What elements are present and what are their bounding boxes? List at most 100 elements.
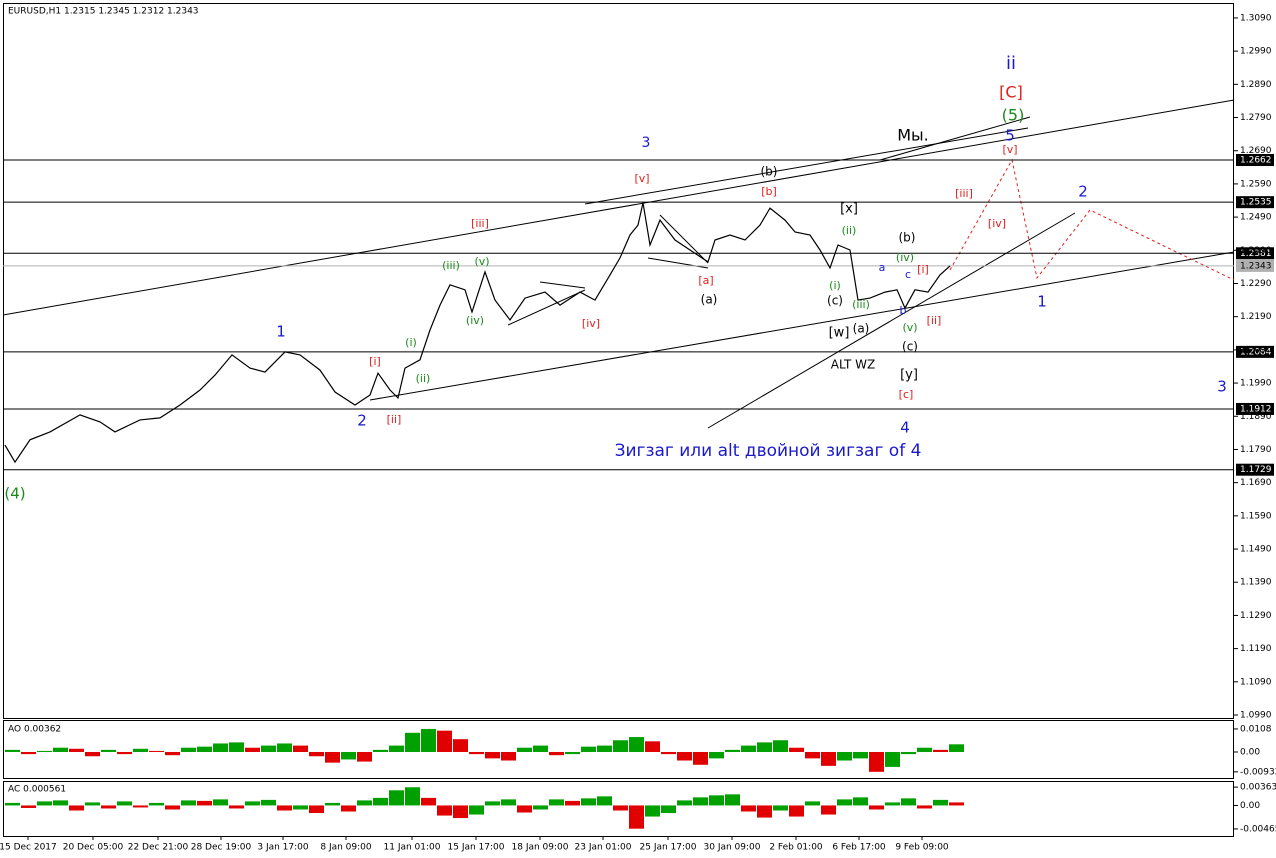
wave-label: (v) [474, 255, 489, 268]
histogram-bar [293, 745, 308, 752]
histogram-bar [421, 728, 436, 752]
histogram-bar [581, 798, 596, 806]
x-tick-label: 11 Jan 01:00 [384, 843, 441, 853]
histogram-bar [789, 747, 804, 752]
histogram-bar [837, 799, 852, 806]
y-tick-label: -0.00465 [1240, 824, 1276, 834]
histogram-bar [693, 751, 708, 765]
y-tick-label: 1.2490 [1240, 213, 1272, 223]
histogram-bar [869, 805, 884, 810]
pane-title: AO 0.00362 [8, 725, 61, 735]
y-tick-label: 1.2790 [1240, 113, 1272, 123]
histogram-bar [181, 747, 196, 752]
level-label-box [1236, 345, 1274, 358]
y-tick-label: 1.1990 [1240, 379, 1272, 389]
histogram-bar [725, 749, 740, 752]
histogram-bar [549, 799, 564, 806]
y-tick-label: 1.2090 [1240, 345, 1272, 355]
level-label-box [1236, 154, 1274, 167]
histogram-bar [357, 800, 372, 806]
histogram-bar [949, 802, 964, 806]
histogram-bar [597, 745, 612, 752]
trend-line [707, 212, 1076, 429]
wave-label: [iv] [988, 217, 1006, 230]
histogram-bar [533, 745, 548, 752]
histogram-bar [757, 805, 772, 818]
wave-label: a [879, 261, 886, 274]
ao-pane [3, 720, 1234, 779]
histogram-bar [501, 799, 516, 806]
y-tick-label: 1.2690 [1240, 146, 1272, 156]
y-tick-label: 1.1390 [1240, 578, 1272, 588]
trend-lines [2, 99, 1235, 429]
histogram-bar [741, 745, 756, 752]
histogram-bar [85, 751, 100, 757]
wave-label: 3 [642, 135, 651, 151]
wave-label: [a] [698, 274, 713, 287]
histogram-bar [853, 797, 868, 806]
y-tick-label: 0.00363 [1240, 783, 1276, 793]
histogram-bar [469, 805, 484, 815]
histogram-bar [293, 805, 308, 810]
wave-label: (i) [405, 336, 417, 349]
wave-label: 1 [1037, 293, 1047, 311]
y-tick-label: 1.1890 [1240, 412, 1272, 422]
wave-label: (iv) [896, 251, 914, 264]
level-label: 1.2662 [1240, 156, 1272, 166]
histogram-bar [133, 805, 148, 808]
histogram-bar [645, 741, 660, 752]
histogram-bar [581, 746, 596, 752]
wave-label: (b) [899, 231, 916, 245]
level-label-box [1236, 402, 1274, 415]
wave-label: [C] [999, 83, 1023, 102]
histogram-bar [261, 745, 276, 752]
y-tick-label: 0.00 [1240, 801, 1260, 811]
level-label: 1.2535 [1240, 198, 1272, 208]
histogram-bar [741, 805, 756, 812]
histogram-bar [853, 751, 868, 759]
histogram-bar [341, 751, 356, 760]
wave-label: [iii] [955, 187, 973, 200]
histogram-bar [261, 799, 276, 806]
x-tick-label: 22 Dec 21:00 [128, 843, 189, 853]
histogram-bar [165, 751, 180, 756]
histogram-bar [725, 794, 740, 806]
histogram-bar [661, 751, 676, 755]
wave-label: 1 [276, 323, 286, 341]
histogram-bar [485, 801, 500, 806]
histogram-bar [629, 737, 644, 752]
y-tick-label: 1.1090 [1240, 677, 1272, 687]
y-tick-label: -0.00932 [1240, 767, 1276, 777]
histogram-bar [565, 800, 580, 806]
x-tick-label: 9 Feb 09:00 [895, 843, 949, 853]
histogram-bar [709, 795, 724, 806]
x-tick-label: 8 Jan 09:00 [320, 843, 372, 853]
wave-label: [v] [1002, 143, 1017, 156]
x-tick-label: 3 Jan 17:00 [257, 843, 309, 853]
trend-line [659, 214, 709, 264]
histogram-bar [453, 805, 468, 819]
histogram-bar [933, 799, 948, 806]
histogram-bar [805, 751, 820, 759]
histogram-bar [773, 740, 788, 752]
histogram-bar [21, 805, 36, 808]
histogram-bar [69, 805, 84, 811]
trend-line [369, 251, 1235, 401]
wave-label: 2 [357, 412, 367, 430]
wave-label: 4 [900, 419, 910, 437]
histogram-bar [117, 801, 132, 806]
wave-label: ii [1006, 53, 1016, 74]
level-label-box [1236, 463, 1274, 476]
price-line [4, 202, 951, 464]
histogram-bar [693, 797, 708, 806]
wave-label: [b] [761, 185, 777, 198]
y-tick-label: 1.0990 [1240, 711, 1272, 721]
main-pane [3, 3, 1234, 719]
wave-label: [iii] [471, 217, 489, 230]
histogram-bar [629, 805, 644, 829]
histogram-bar [37, 801, 52, 806]
trend-line [2, 99, 1235, 316]
histogram-bar [373, 797, 388, 806]
